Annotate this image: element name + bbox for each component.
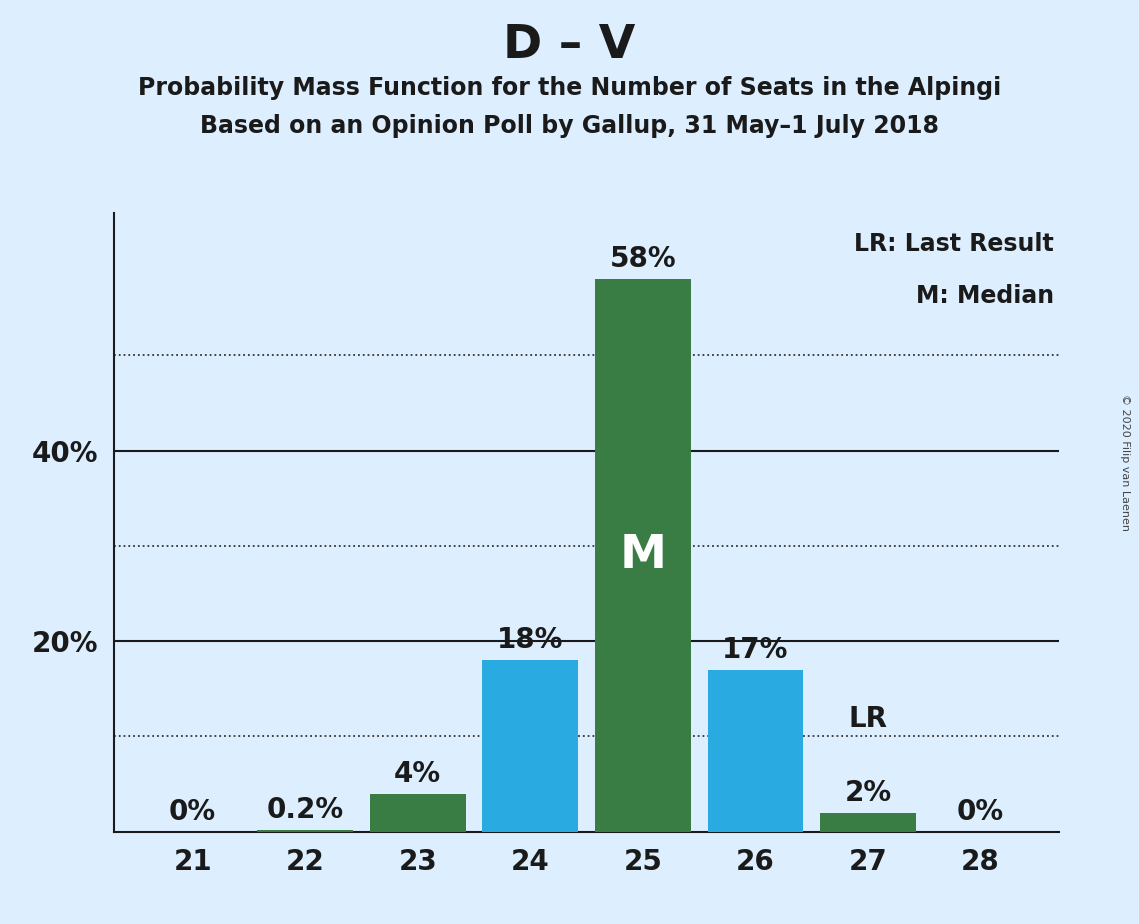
Text: M: Median: M: Median	[916, 284, 1054, 308]
Text: 17%: 17%	[722, 636, 788, 664]
Text: 58%: 58%	[609, 246, 677, 274]
Text: 0.2%: 0.2%	[267, 796, 344, 824]
Bar	[595, 279, 690, 832]
Text: D – V: D – V	[503, 23, 636, 68]
Text: LR: LR	[849, 704, 887, 733]
Bar	[483, 660, 579, 832]
Text: M: M	[620, 533, 666, 578]
Text: 2%: 2%	[844, 779, 892, 807]
Bar	[370, 794, 466, 832]
Text: Probability Mass Function for the Number of Seats in the Alpingi: Probability Mass Function for the Number…	[138, 76, 1001, 100]
Text: © 2020 Filip van Laenen: © 2020 Filip van Laenen	[1121, 394, 1130, 530]
Text: Based on an Opinion Poll by Gallup, 31 May–1 July 2018: Based on an Opinion Poll by Gallup, 31 M…	[200, 114, 939, 138]
Bar	[707, 670, 803, 832]
Text: LR: Last Result: LR: Last Result	[854, 232, 1054, 256]
Text: 0%: 0%	[957, 798, 1005, 826]
Bar	[820, 812, 916, 832]
Bar	[257, 830, 353, 832]
Text: 4%: 4%	[394, 760, 441, 788]
Text: 0%: 0%	[169, 798, 216, 826]
Text: 18%: 18%	[497, 626, 564, 654]
